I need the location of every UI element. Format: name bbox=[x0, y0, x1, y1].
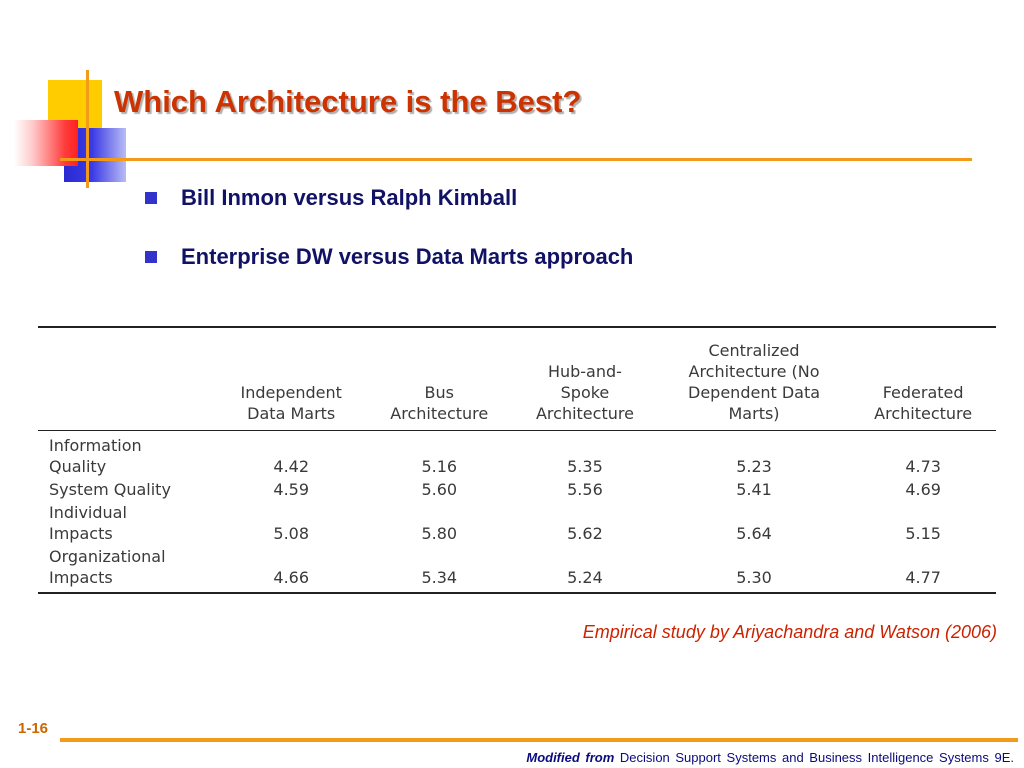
table-cell: 5.41 bbox=[736, 480, 772, 499]
row-label: System Quality bbox=[49, 480, 171, 499]
square-bullet-icon bbox=[145, 251, 157, 263]
column-header: Independent Data Marts bbox=[216, 327, 367, 431]
table-cell: 4.77 bbox=[905, 568, 941, 587]
study-citation-caption: Empirical study by Ariyachandra and Wats… bbox=[582, 622, 997, 642]
table-header-row: Independent Data Marts Bus Architecture Hu… bbox=[38, 327, 996, 431]
table-row: System Quality 4.59 5.60 5.56 5.41 4.69 bbox=[38, 478, 996, 501]
row-label: Organizational Impacts bbox=[49, 547, 166, 587]
table-cell: 5.34 bbox=[421, 568, 458, 587]
table-cell: 5.24 bbox=[567, 568, 603, 587]
bullet-text: Bill Inmon versus Ralph Kimball bbox=[181, 185, 518, 210]
table-cell: 4.73 bbox=[905, 457, 941, 476]
table-corner-cell bbox=[38, 327, 216, 431]
bullet-text: Enterprise DW versus Data Marts approach bbox=[181, 244, 634, 269]
table-cell: 5.08 bbox=[273, 524, 310, 543]
footer-rule bbox=[60, 738, 1018, 742]
footer-source-text: Decision Support Systems and Business In… bbox=[619, 750, 1014, 765]
title-underline-rule bbox=[60, 158, 972, 161]
page-number: 1-16 bbox=[18, 720, 49, 737]
column-header: Centralized Architecture (No Dependent Dat… bbox=[657, 327, 851, 431]
table-row: Individual Impacts 5.08 5.80 5.62 5.64 5.… bbox=[38, 501, 996, 545]
table-cell: 4.42 bbox=[273, 457, 310, 476]
footer-source: Modified from Decision Support Systems a… bbox=[526, 750, 1014, 765]
table-cell: 5.23 bbox=[736, 457, 772, 476]
table-row: Information Quality 4.42 5.16 5.35 5.23 4… bbox=[38, 431, 996, 479]
column-header: Hub-and- Spoke Architecture bbox=[512, 327, 658, 431]
table-cell: 5.16 bbox=[421, 457, 458, 476]
architecture-comparison-table: Independent Data Marts Bus Architecture Hu… bbox=[38, 326, 996, 594]
table-cell: 5.56 bbox=[567, 480, 603, 499]
table-cell: 5.15 bbox=[905, 524, 941, 543]
row-label: Individual Impacts bbox=[49, 503, 127, 543]
table-cell: 5.62 bbox=[567, 524, 603, 543]
table-cell: 5.60 bbox=[421, 480, 458, 499]
row-label: Information Quality bbox=[49, 436, 142, 476]
slide-title: Which Architecture is the Best? bbox=[114, 84, 582, 119]
table-cell: 4.69 bbox=[905, 480, 941, 499]
square-bullet-icon bbox=[145, 192, 157, 204]
table-cell: 5.35 bbox=[567, 457, 603, 476]
bullet-item: Enterprise DW versus Data Marts approach bbox=[145, 243, 633, 271]
table-cell: 5.80 bbox=[421, 524, 458, 543]
vertical-accent-line bbox=[86, 70, 89, 188]
footer-modified-prefix: Modified from bbox=[526, 750, 615, 765]
bullet-list: Bill Inmon versus Ralph Kimball Enterpri… bbox=[145, 184, 633, 302]
column-header: Bus Architecture bbox=[366, 327, 513, 431]
table-cell: 4.59 bbox=[273, 480, 310, 499]
table-row: Organizational Impacts 4.66 5.34 5.24 5.3… bbox=[38, 545, 996, 593]
table-cell: 5.30 bbox=[736, 568, 772, 587]
column-header: Federated Architecture bbox=[850, 327, 996, 431]
table-cell: 5.64 bbox=[736, 524, 772, 543]
bullet-item: Bill Inmon versus Ralph Kimball bbox=[145, 184, 633, 212]
table-cell: 4.66 bbox=[273, 568, 310, 587]
